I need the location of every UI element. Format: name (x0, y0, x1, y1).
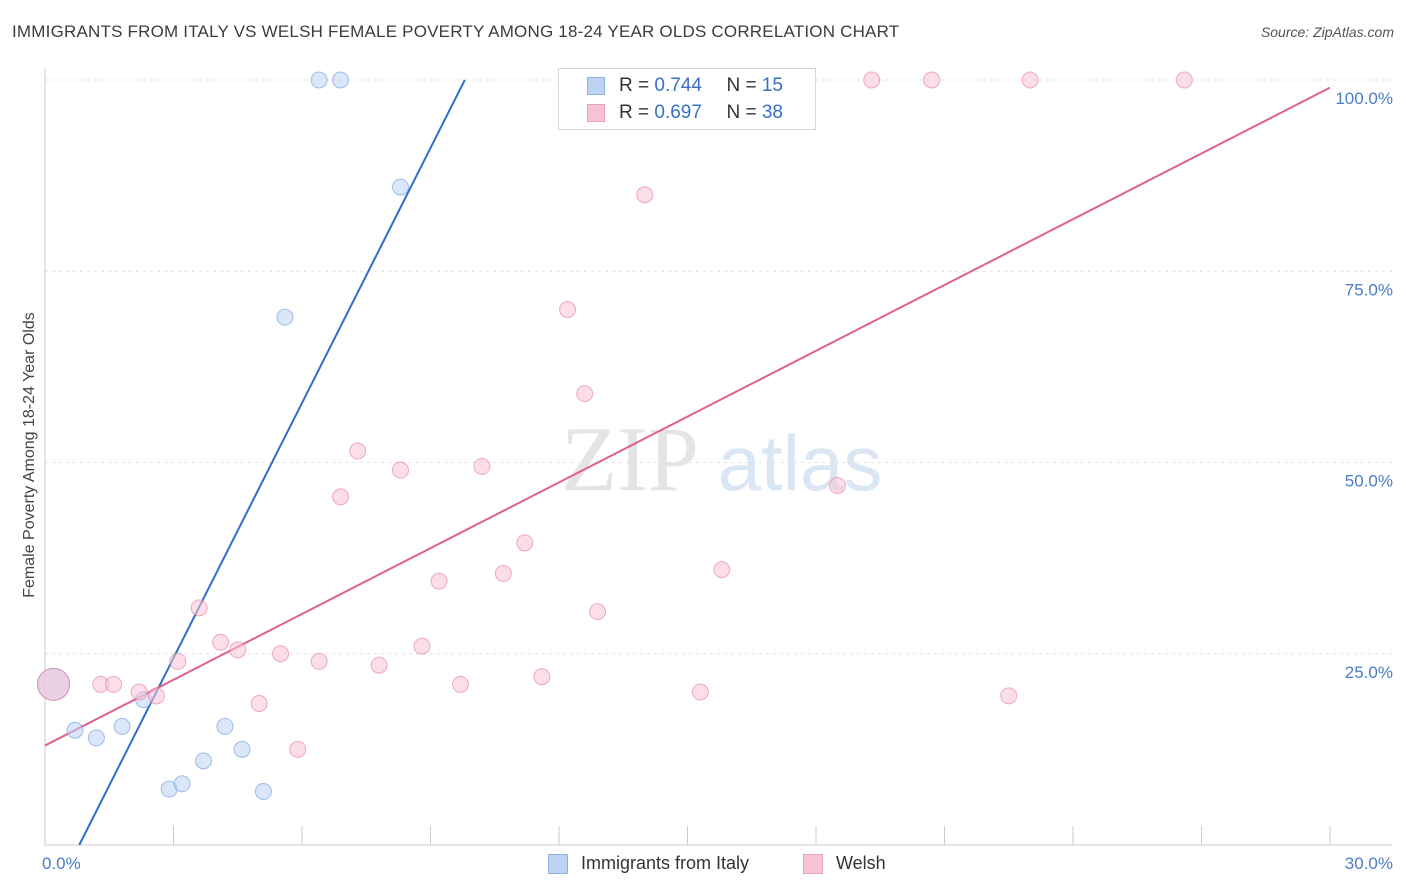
legend-swatch-italy (587, 77, 605, 95)
series-swatch-welsh (803, 854, 823, 874)
welsh-point (272, 645, 290, 663)
italy-point (173, 775, 191, 793)
welsh-point (37, 667, 71, 701)
series-swatch-italy (548, 854, 568, 874)
welsh-point (589, 603, 607, 621)
welsh-trendline (44, 86, 1331, 747)
welsh-point (828, 476, 846, 494)
axes (44, 68, 1392, 846)
welsh-point (229, 641, 247, 659)
welsh-point (576, 385, 594, 403)
y-axis-title: Female Poverty Among 18-24 Year Olds (21, 312, 38, 598)
legend-n-value-welsh: 38 (761, 102, 783, 123)
welsh-point (147, 687, 165, 705)
italy-point (233, 740, 251, 758)
welsh-point (636, 186, 654, 204)
italy-point (254, 782, 272, 800)
welsh-point (691, 683, 709, 701)
italy-point (310, 71, 328, 89)
welsh-point (863, 71, 881, 89)
italy-point (332, 71, 350, 89)
y-tick-label: 50.0% (1345, 472, 1393, 491)
tick-labels: 25.0% 50.0% 75.0% 100.0% 0.0% 30.0% (42, 89, 1393, 873)
welsh-point (451, 675, 469, 693)
series-name-italy: Immigrants from Italy (581, 853, 750, 873)
italy-point (113, 717, 131, 735)
italy-point (216, 717, 234, 735)
welsh-point (392, 461, 410, 479)
welsh-point (310, 652, 328, 670)
legend-r-value-italy: 0.744 (654, 75, 702, 96)
correlation-legend: R = 0.744 N = 15 R = 0.697 N = 38 (558, 68, 816, 130)
welsh-point (1021, 71, 1039, 89)
x-tick-label: 30.0% (1345, 854, 1393, 873)
welsh-point (212, 633, 230, 651)
data-points (37, 71, 1193, 800)
welsh-point (923, 71, 941, 89)
legend-n-value-italy: 15 (761, 75, 783, 96)
italy-point (194, 752, 212, 770)
welsh-point (130, 683, 148, 701)
welsh-point (289, 740, 307, 758)
italy-trendline (78, 79, 466, 846)
watermark: ZIP atlas (561, 408, 882, 510)
welsh-point (250, 694, 268, 712)
italy-point (66, 721, 84, 739)
y-tick-label: 25.0% (1345, 663, 1393, 682)
welsh-point (494, 564, 512, 582)
welsh-point (413, 637, 431, 655)
series-legend: Immigrants from Italy Welsh (0, 852, 1406, 878)
welsh-point (1175, 71, 1193, 89)
legend-n-label: N = (726, 75, 762, 96)
welsh-point (190, 599, 208, 617)
legend-swatch-welsh (587, 104, 605, 122)
series-name-welsh: Welsh (836, 853, 886, 873)
welsh-point (1000, 687, 1018, 705)
x-tick-label: 0.0% (42, 854, 81, 873)
welsh-point (105, 675, 123, 693)
watermark-zip: ZIP (561, 408, 699, 510)
legend-r-label: R = (619, 102, 655, 123)
legend-n-label: N = (726, 102, 762, 123)
welsh-point (473, 457, 491, 475)
italy-point (276, 308, 294, 326)
legend-r-value-welsh: 0.697 (654, 102, 702, 123)
welsh-point (533, 668, 551, 686)
source-label: Source: ZipAtlas.com (1260, 24, 1394, 40)
gridlines (45, 79, 1392, 655)
chart-title: IMMIGRANTS FROM ITALY VS WELSH FEMALE PO… (12, 22, 900, 41)
welsh-point (713, 561, 731, 579)
welsh-point (559, 301, 577, 318)
welsh-point (370, 656, 388, 674)
watermark-atlas: atlas (718, 419, 883, 507)
y-tick-label: 75.0% (1345, 280, 1393, 299)
welsh-point (430, 572, 448, 590)
trendlines (44, 79, 1331, 846)
welsh-point (516, 534, 534, 552)
y-tick-label: 100.0% (1335, 89, 1393, 108)
italy-point (392, 178, 410, 196)
welsh-point (169, 652, 187, 670)
italy-point (87, 729, 105, 747)
welsh-point (349, 442, 367, 460)
legend-r-label: R = (619, 75, 655, 96)
welsh-point (332, 488, 350, 506)
